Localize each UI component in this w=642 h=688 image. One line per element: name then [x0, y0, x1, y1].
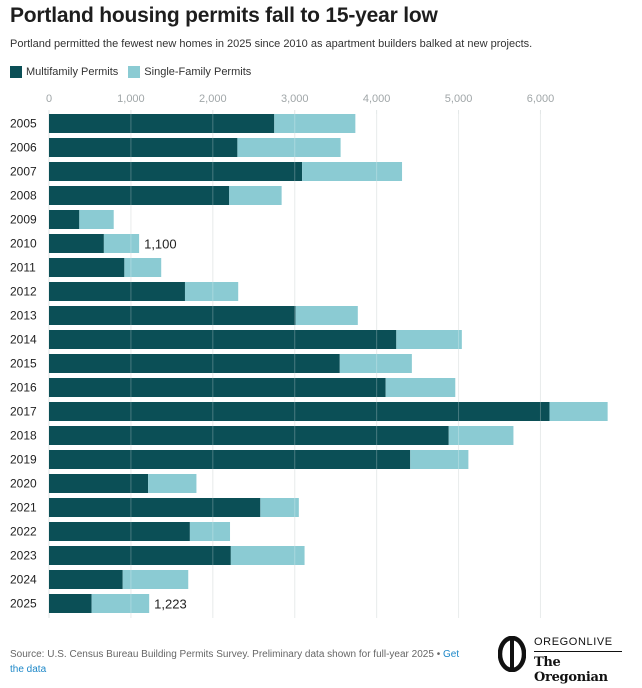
bar-multifamily: [49, 282, 185, 301]
bar-single-family: [189, 522, 231, 541]
bar-multifamily: [49, 258, 125, 277]
bar-multifamily: [49, 186, 230, 205]
source-note: Source: U.S. Census Bureau Building Perm…: [10, 649, 434, 660]
legend-item-multifamily: Multifamily Permits: [10, 66, 118, 78]
footer: Source: U.S. Census Bureau Building Perm…: [10, 647, 470, 677]
y-category-label: 2019: [10, 453, 37, 467]
bar-single-family: [148, 474, 197, 493]
y-category-label: 2023: [10, 549, 37, 563]
bar-single-family: [410, 450, 469, 469]
legend-label-multifamily: Multifamily Permits: [26, 66, 119, 78]
bar-multifamily: [49, 474, 149, 493]
y-category-label: 2007: [10, 165, 37, 179]
x-tick-label: 0: [46, 93, 52, 105]
oregonian-o-icon: [498, 636, 526, 672]
bar-multifamily: [49, 114, 275, 133]
bar-multifamily: [49, 402, 550, 421]
y-category-label: 2015: [10, 357, 37, 371]
y-category-label: 2005: [10, 117, 37, 131]
bar-multifamily: [49, 162, 303, 181]
y-category-label: 2017: [10, 405, 37, 419]
bar-multifamily: [49, 522, 190, 541]
y-category-label: 2013: [10, 309, 37, 323]
bar-single-family: [124, 258, 162, 277]
x-tick-label: 1,000: [117, 93, 145, 105]
bar-single-family: [260, 498, 299, 517]
legend-item-single-family: Single-Family Permits: [128, 66, 251, 78]
bar-single-family: [103, 234, 140, 253]
bar-multifamily: [49, 498, 261, 517]
y-category-label: 2008: [10, 189, 37, 203]
y-category-label: 2024: [10, 573, 37, 587]
legend: Multifamily Permits Single-Family Permit…: [10, 66, 261, 78]
bar-multifamily: [49, 210, 80, 229]
bar-single-family: [91, 594, 150, 613]
oregonlive-logo[interactable]: OREGONLIVE The Oregonian: [498, 634, 628, 685]
bar-single-family: [385, 378, 456, 397]
get-the-data-link[interactable]: Get the data: [10, 649, 460, 675]
footer-bullet: •: [436, 649, 441, 660]
bar-single-family: [295, 306, 358, 325]
bar-multifamily: [49, 234, 104, 253]
bar-single-family: [339, 354, 412, 373]
bar-multifamily: [49, 138, 238, 157]
y-category-label: 2012: [10, 285, 37, 299]
y-category-label: 2021: [10, 501, 37, 515]
bar-multifamily: [49, 426, 449, 445]
bar-multifamily: [49, 594, 92, 613]
y-category-label: 2016: [10, 381, 37, 395]
y-category-label: 2010: [10, 237, 37, 251]
x-tick-label: 2,000: [199, 93, 227, 105]
bar-multifamily: [49, 306, 296, 325]
y-category-label: 2009: [10, 213, 37, 227]
bar-single-family: [396, 330, 462, 349]
y-category-label: 2020: [10, 477, 37, 491]
bar-single-family: [79, 210, 114, 229]
bar-single-family: [448, 426, 514, 445]
y-category-label: 2022: [10, 525, 37, 539]
x-tick-label: 5,000: [445, 93, 473, 105]
y-category-label: 2025: [10, 597, 37, 611]
bar-multifamily: [49, 450, 411, 469]
y-category-label: 2014: [10, 333, 37, 347]
legend-swatch-multifamily: [10, 66, 22, 78]
bar-multifamily: [49, 354, 340, 373]
bar-single-family: [302, 162, 403, 181]
bar-multifamily: [49, 546, 231, 565]
total-annotation-label: 1,100: [144, 237, 177, 252]
bar-single-family: [274, 114, 356, 133]
y-category-label: 2006: [10, 141, 37, 155]
bar-chart: 0 1,000 2,000 3,000 4,000 5,000 6,000 2005 2006 2…: [10, 93, 608, 618]
y-category-label: 2011: [10, 261, 36, 275]
x-tick-label: 4,000: [363, 93, 391, 105]
chart-title: Portland housing permits fall to 15-year…: [10, 4, 438, 27]
bar-single-family: [229, 186, 282, 205]
legend-label-single-family: Single-Family Permits: [144, 66, 252, 78]
x-tick-label: 3,000: [281, 93, 309, 105]
logo-divider: [534, 651, 622, 652]
bar-multifamily: [49, 330, 397, 349]
chart-subtitle: Portland permitted the fewest new homes …: [10, 38, 533, 50]
bar-multifamily: [49, 378, 386, 397]
bar-single-family: [122, 570, 189, 589]
legend-swatch-single-family: [128, 66, 141, 78]
bar-single-family: [230, 546, 305, 565]
bar-single-family: [549, 402, 608, 421]
bar-single-family: [237, 138, 341, 157]
logo-oregonlive-text: OREGONLIVE: [534, 636, 613, 648]
bar-single-family: [184, 282, 239, 301]
bar-multifamily: [49, 570, 123, 589]
y-category-label: 2018: [10, 429, 37, 443]
total-annotation-label: 1,223: [154, 597, 187, 612]
x-tick-label: 6,000: [527, 93, 555, 105]
logo-oregonian-text: The Oregonian: [534, 655, 608, 685]
